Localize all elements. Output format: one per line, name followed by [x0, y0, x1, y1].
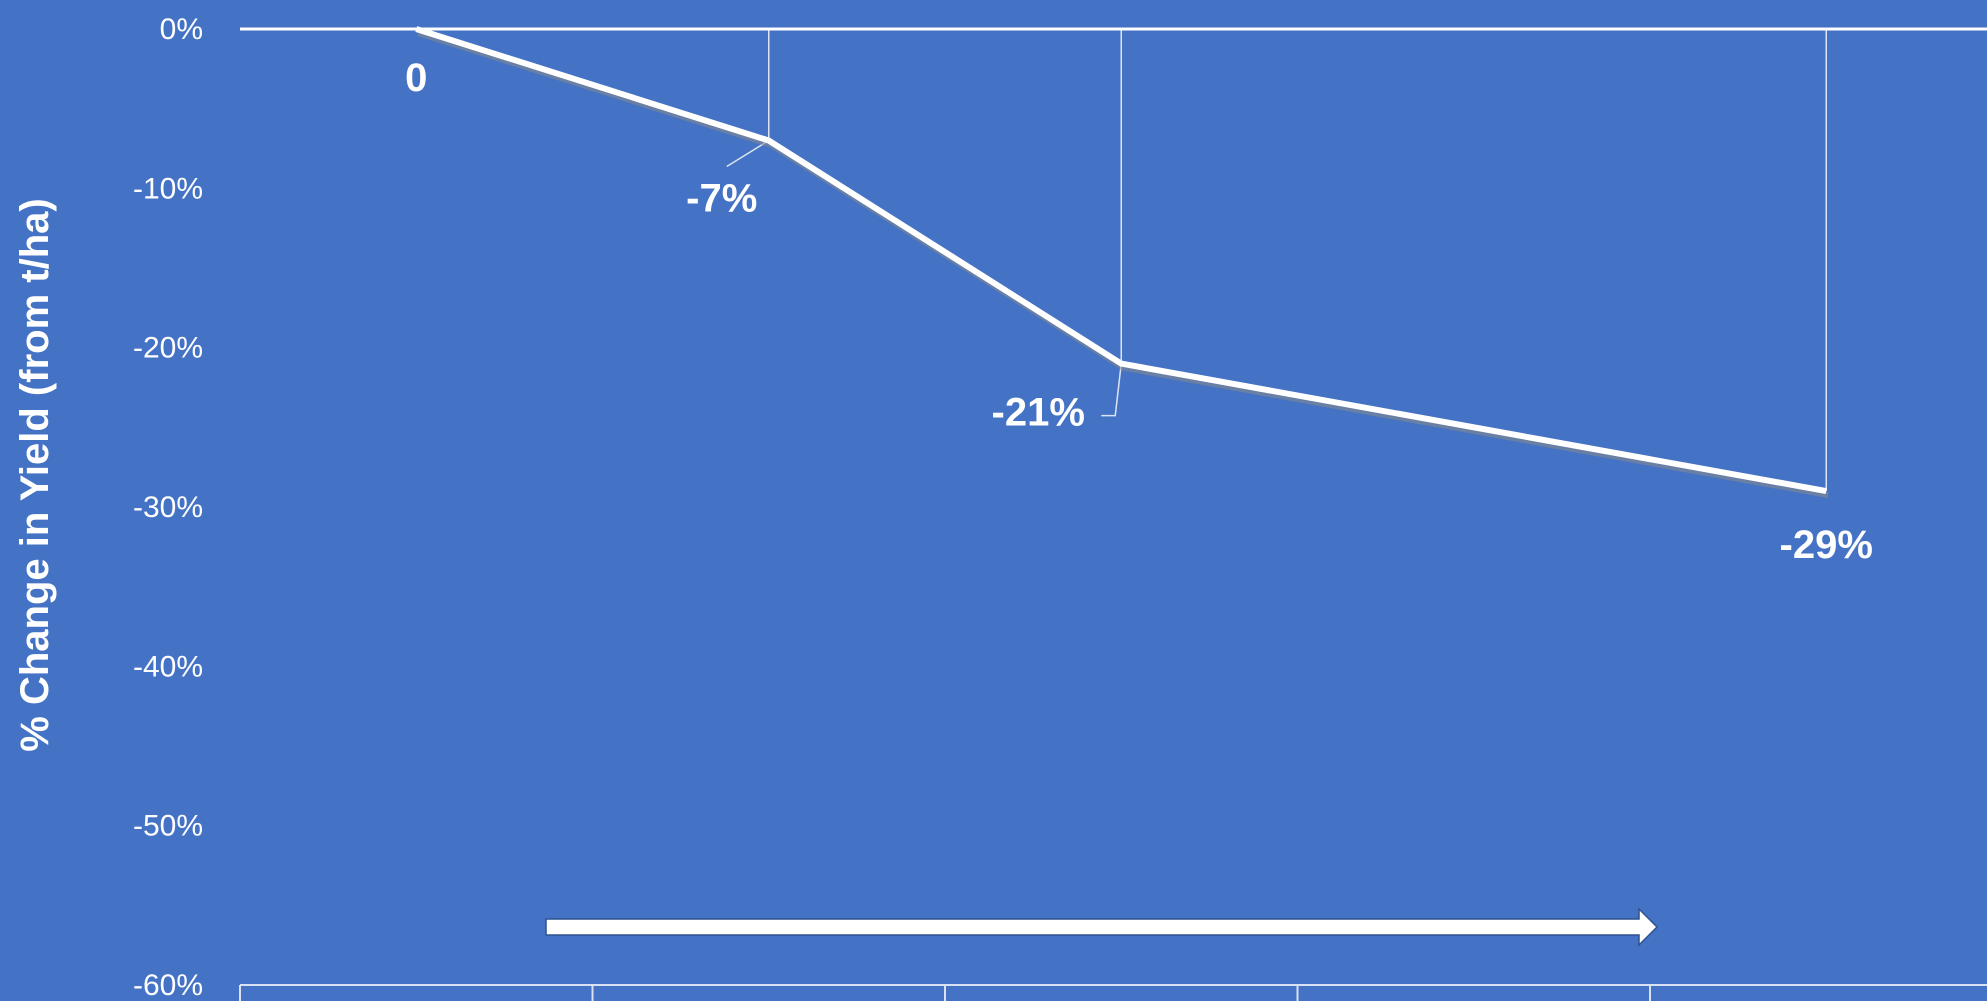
trend-arrow-shape — [545, 907, 1659, 947]
y-tick-label: -30% — [133, 491, 203, 524]
axes — [239, 27, 1987, 1001]
gridlines — [768, 29, 1827, 492]
y-tick-label: -40% — [133, 650, 203, 683]
y-tick-label: -50% — [133, 810, 203, 843]
y-tick-label: -60% — [133, 969, 203, 1001]
series — [415, 26, 1829, 499]
data-label-leaders — [726, 139, 1122, 417]
y-tick-labels: 0% -10% -20% -30% -40% -50% -60% — [133, 13, 203, 1001]
data-label-leader — [726, 139, 770, 168]
series-line-shadow — [417, 30, 1829, 499]
data-label: -7% — [686, 177, 757, 221]
data-label: 0 — [405, 56, 427, 100]
data-label-leader — [1101, 363, 1122, 417]
trend-arrow — [545, 907, 1659, 947]
data-label: -21% — [992, 391, 1085, 435]
y-tick-label: -20% — [133, 332, 203, 365]
y-tick-label: 0% — [160, 13, 203, 46]
data-label: -29% — [1780, 523, 1873, 567]
y-axis-title: % Change in Yield (from t/ha) — [13, 198, 57, 751]
series-line — [415, 26, 1827, 495]
y-tick-label: -10% — [133, 172, 203, 205]
data-labels: 0 -7% -21% -29% — [405, 56, 1873, 567]
